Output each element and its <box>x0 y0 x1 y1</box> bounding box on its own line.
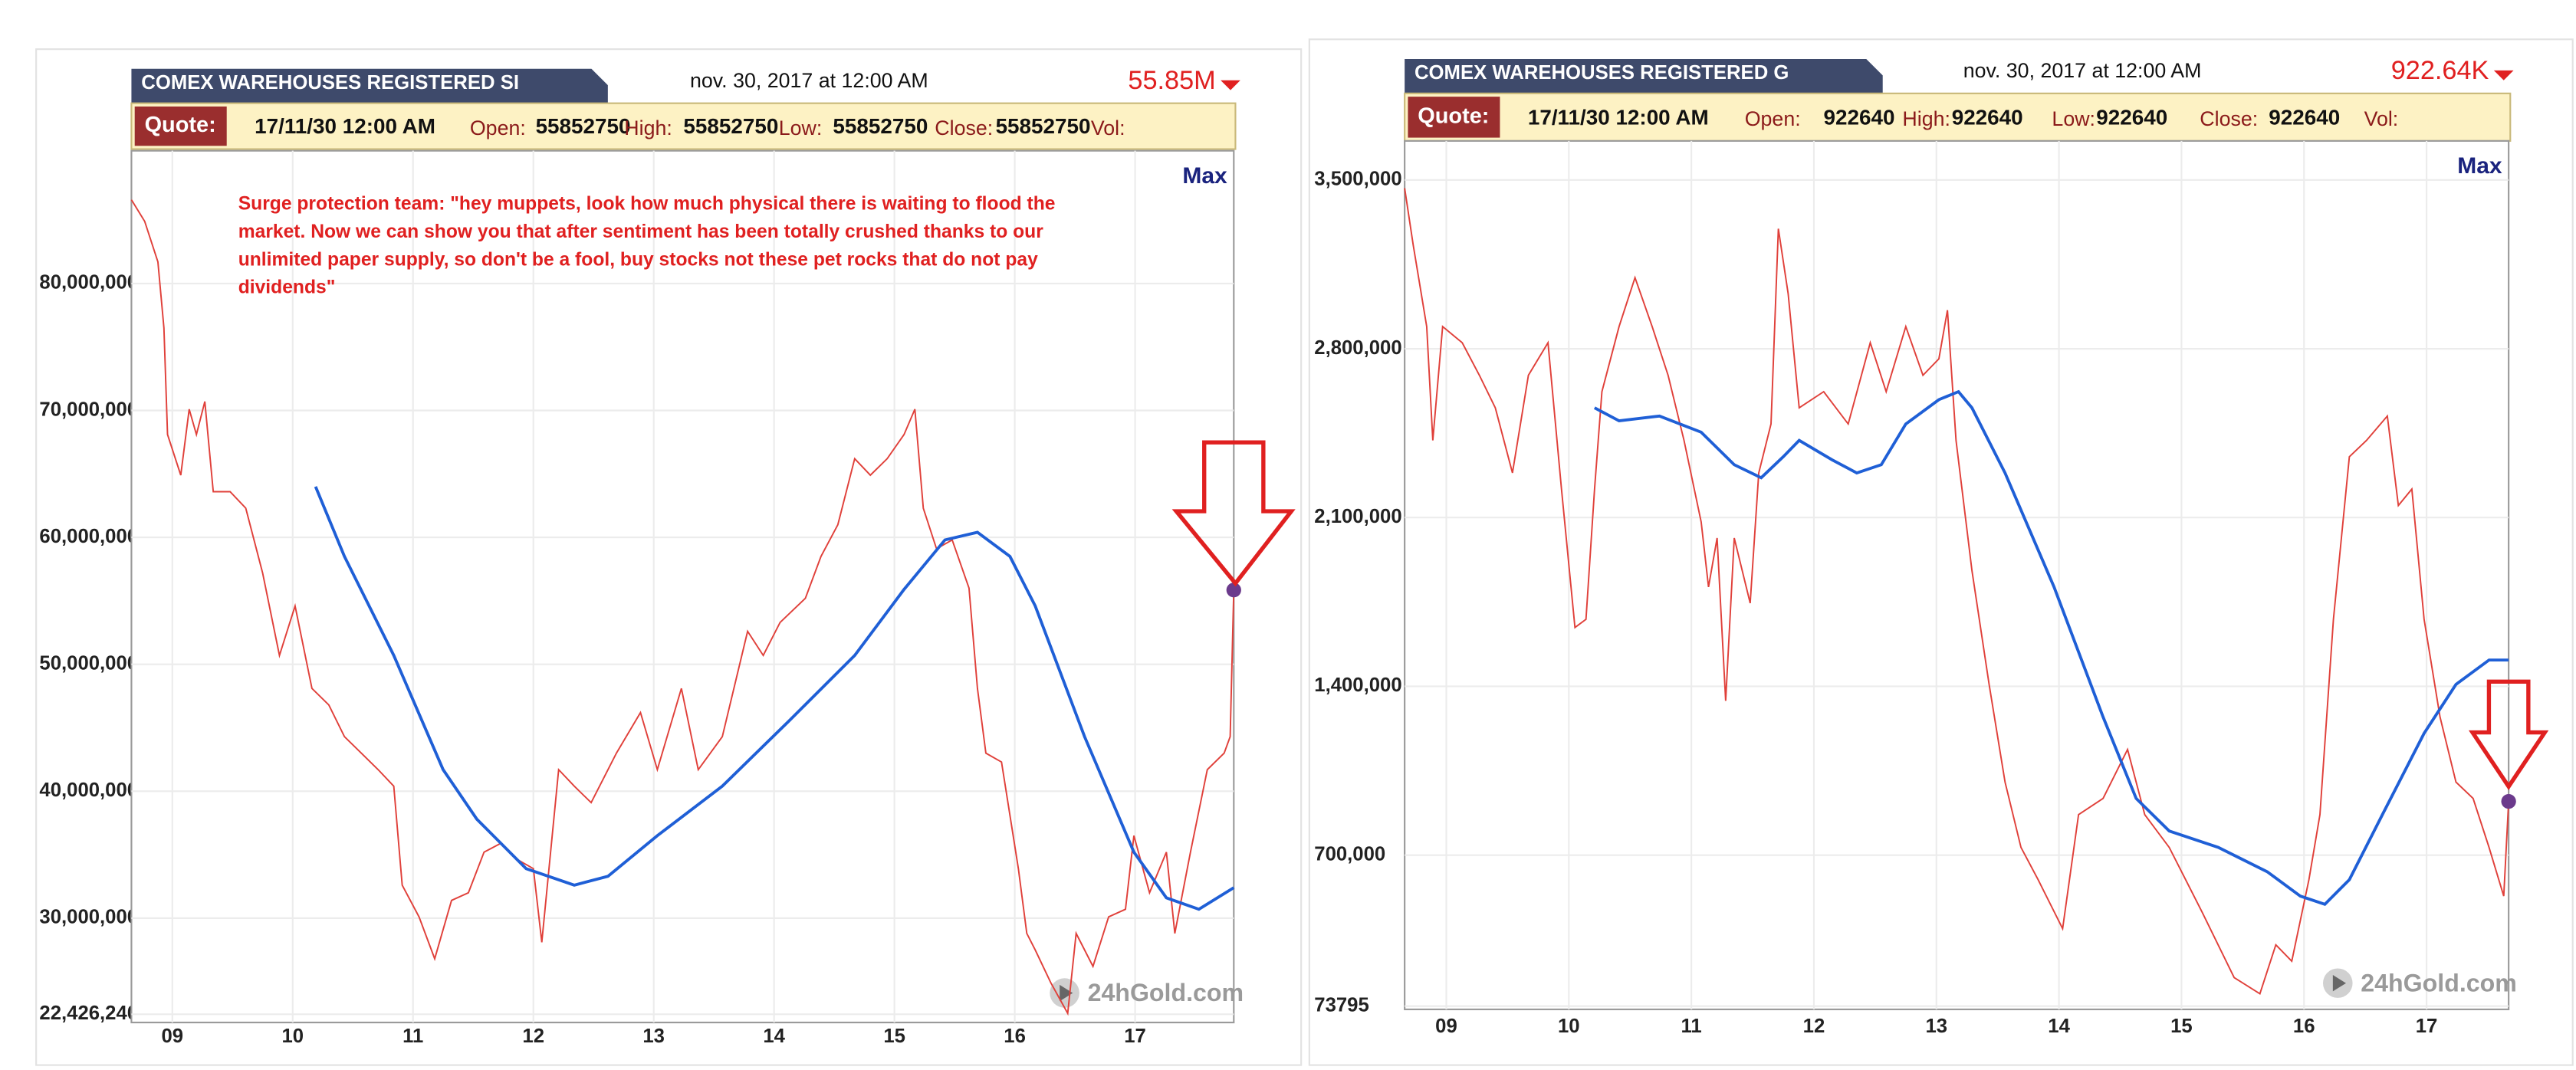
y-tick-label: 50,000,000 <box>39 652 138 674</box>
quote-field-name: Vol: <box>2364 107 2399 130</box>
title-tab <box>131 68 608 103</box>
quote-field-name: Open: <box>470 117 526 139</box>
x-tick-label: 11 <box>1681 1016 1702 1037</box>
quote-field-name: Open: <box>1745 107 1801 130</box>
range-button[interactable]: Max <box>2457 153 2502 179</box>
quote-field-name: High: <box>1902 107 1950 130</box>
last-value: 55.85M <box>1128 66 1215 95</box>
watermark-icon <box>1060 984 1073 1002</box>
quote-field-name: Close: <box>2200 107 2258 130</box>
chart-title: COMEX WAREHOUSES REGISTERED SI <box>141 72 519 94</box>
watermark: 24hGold.com <box>1088 979 1244 1006</box>
chart: COMEX WAREHOUSES REGISTERED SI nov. 30, 2… <box>39 66 1244 1047</box>
x-tick-label: 14 <box>763 1026 785 1047</box>
quote-field-value: 55852750 <box>833 114 928 138</box>
x-tick-label: 14 <box>2048 1016 2070 1037</box>
line-series <box>1404 188 2510 995</box>
x-tick-label: 12 <box>1803 1016 1825 1037</box>
x-tick-label: 12 <box>522 1026 544 1047</box>
down-indicator <box>2493 70 2514 80</box>
datetime: nov. 30, 2017 at 12:00 AM <box>1963 59 2202 82</box>
arrow <box>2468 679 2549 790</box>
y-tick-label: 1,400,000 <box>1314 674 1401 696</box>
x-tick-label: 15 <box>2170 1016 2193 1037</box>
y-tick-label: 700,000 <box>1314 843 1385 865</box>
x-tick-label: 09 <box>162 1026 184 1047</box>
chart-title: COMEX WAREHOUSES REGISTERED G <box>1414 62 1789 84</box>
quote-field-name: Low: <box>779 117 823 139</box>
watermark-icon <box>2332 975 2346 992</box>
quote-field-value: 55852750 <box>996 114 1091 138</box>
quote-bar <box>130 102 1237 150</box>
quote-field-name: Vol: <box>1091 117 1125 139</box>
end-marker <box>2501 793 2516 809</box>
title-tab <box>1405 58 1883 94</box>
quote-field-value: 922640 <box>1952 105 2023 129</box>
y-tick-label: 2,800,000 <box>1314 337 1401 359</box>
quote-datetime: 17/11/30 12:00 AM <box>255 114 435 138</box>
last-value: 922.64K <box>2391 56 2489 85</box>
quote-bar <box>1404 92 2512 142</box>
end-marker <box>1226 583 1241 598</box>
watermark: 24hGold.com <box>2361 969 2517 996</box>
annotation: Surge protection team: "hey muppets, loo… <box>238 194 1056 215</box>
annotation: dividends" <box>238 277 336 298</box>
quote-field-value: 55852750 <box>683 114 778 138</box>
range-button[interactable]: Max <box>1182 163 1227 189</box>
x-tick-label: 16 <box>1004 1026 1026 1047</box>
line-series <box>314 486 1235 911</box>
x-tick-label: 11 <box>402 1026 423 1047</box>
x-tick-label: 09 <box>1435 1016 1457 1037</box>
line-series <box>130 199 1235 1016</box>
x-tick-label: 13 <box>1925 1016 1947 1037</box>
quote-label-box <box>134 106 227 146</box>
annotation: market. Now we can show you that after s… <box>238 222 1044 242</box>
quote-label: Quote: <box>1418 103 1489 128</box>
quote-label-box <box>1408 97 1500 138</box>
arrow <box>1171 440 1296 587</box>
x-tick-label: 16 <box>2293 1016 2315 1037</box>
x-tick-label: 17 <box>1124 1026 1146 1047</box>
down-indicator <box>1221 80 1240 90</box>
quote-field-value: 922640 <box>2269 105 2340 129</box>
y-tick-label: 60,000,000 <box>39 526 138 547</box>
quote-field-value: 55852750 <box>536 114 631 138</box>
x-tick-label: 13 <box>642 1026 665 1047</box>
y-tick-label: 2,100,000 <box>1314 506 1401 527</box>
x-tick-label: 10 <box>281 1026 304 1047</box>
plot-area <box>130 149 1235 1024</box>
quote-field-value: 922640 <box>2096 105 2167 129</box>
quote-datetime: 17/11/30 12:00 AM <box>1528 105 1709 129</box>
y-tick-label: 80,000,000 <box>39 272 138 294</box>
y-tick-label: 73795 <box>1314 994 1368 1016</box>
y-tick-label: 22,426,240 <box>39 1003 138 1024</box>
x-tick-label: 15 <box>883 1026 905 1047</box>
quote-label: Quote: <box>145 113 216 137</box>
line-series <box>1593 389 2509 907</box>
x-tick-label: 17 <box>2416 1016 2438 1037</box>
y-tick-label: 70,000,000 <box>39 399 138 420</box>
quote-field-name: High: <box>624 117 672 139</box>
y-tick-label: 3,500,000 <box>1314 169 1401 190</box>
x-tick-label: 10 <box>1558 1016 1580 1037</box>
y-tick-label: 30,000,000 <box>39 907 138 928</box>
quote-field-value: 922640 <box>1824 105 1895 129</box>
quote-field-name: Low: <box>2052 107 2095 130</box>
quote-field-name: Close: <box>935 117 993 139</box>
annotation: unlimited paper supply, so don't be a fo… <box>238 249 1038 270</box>
datetime: nov. 30, 2017 at 12:00 AM <box>690 69 928 92</box>
y-tick-label: 40,000,000 <box>39 780 138 801</box>
chart: COMEX WAREHOUSES REGISTERED G nov. 30, 20… <box>1314 56 2517 1037</box>
